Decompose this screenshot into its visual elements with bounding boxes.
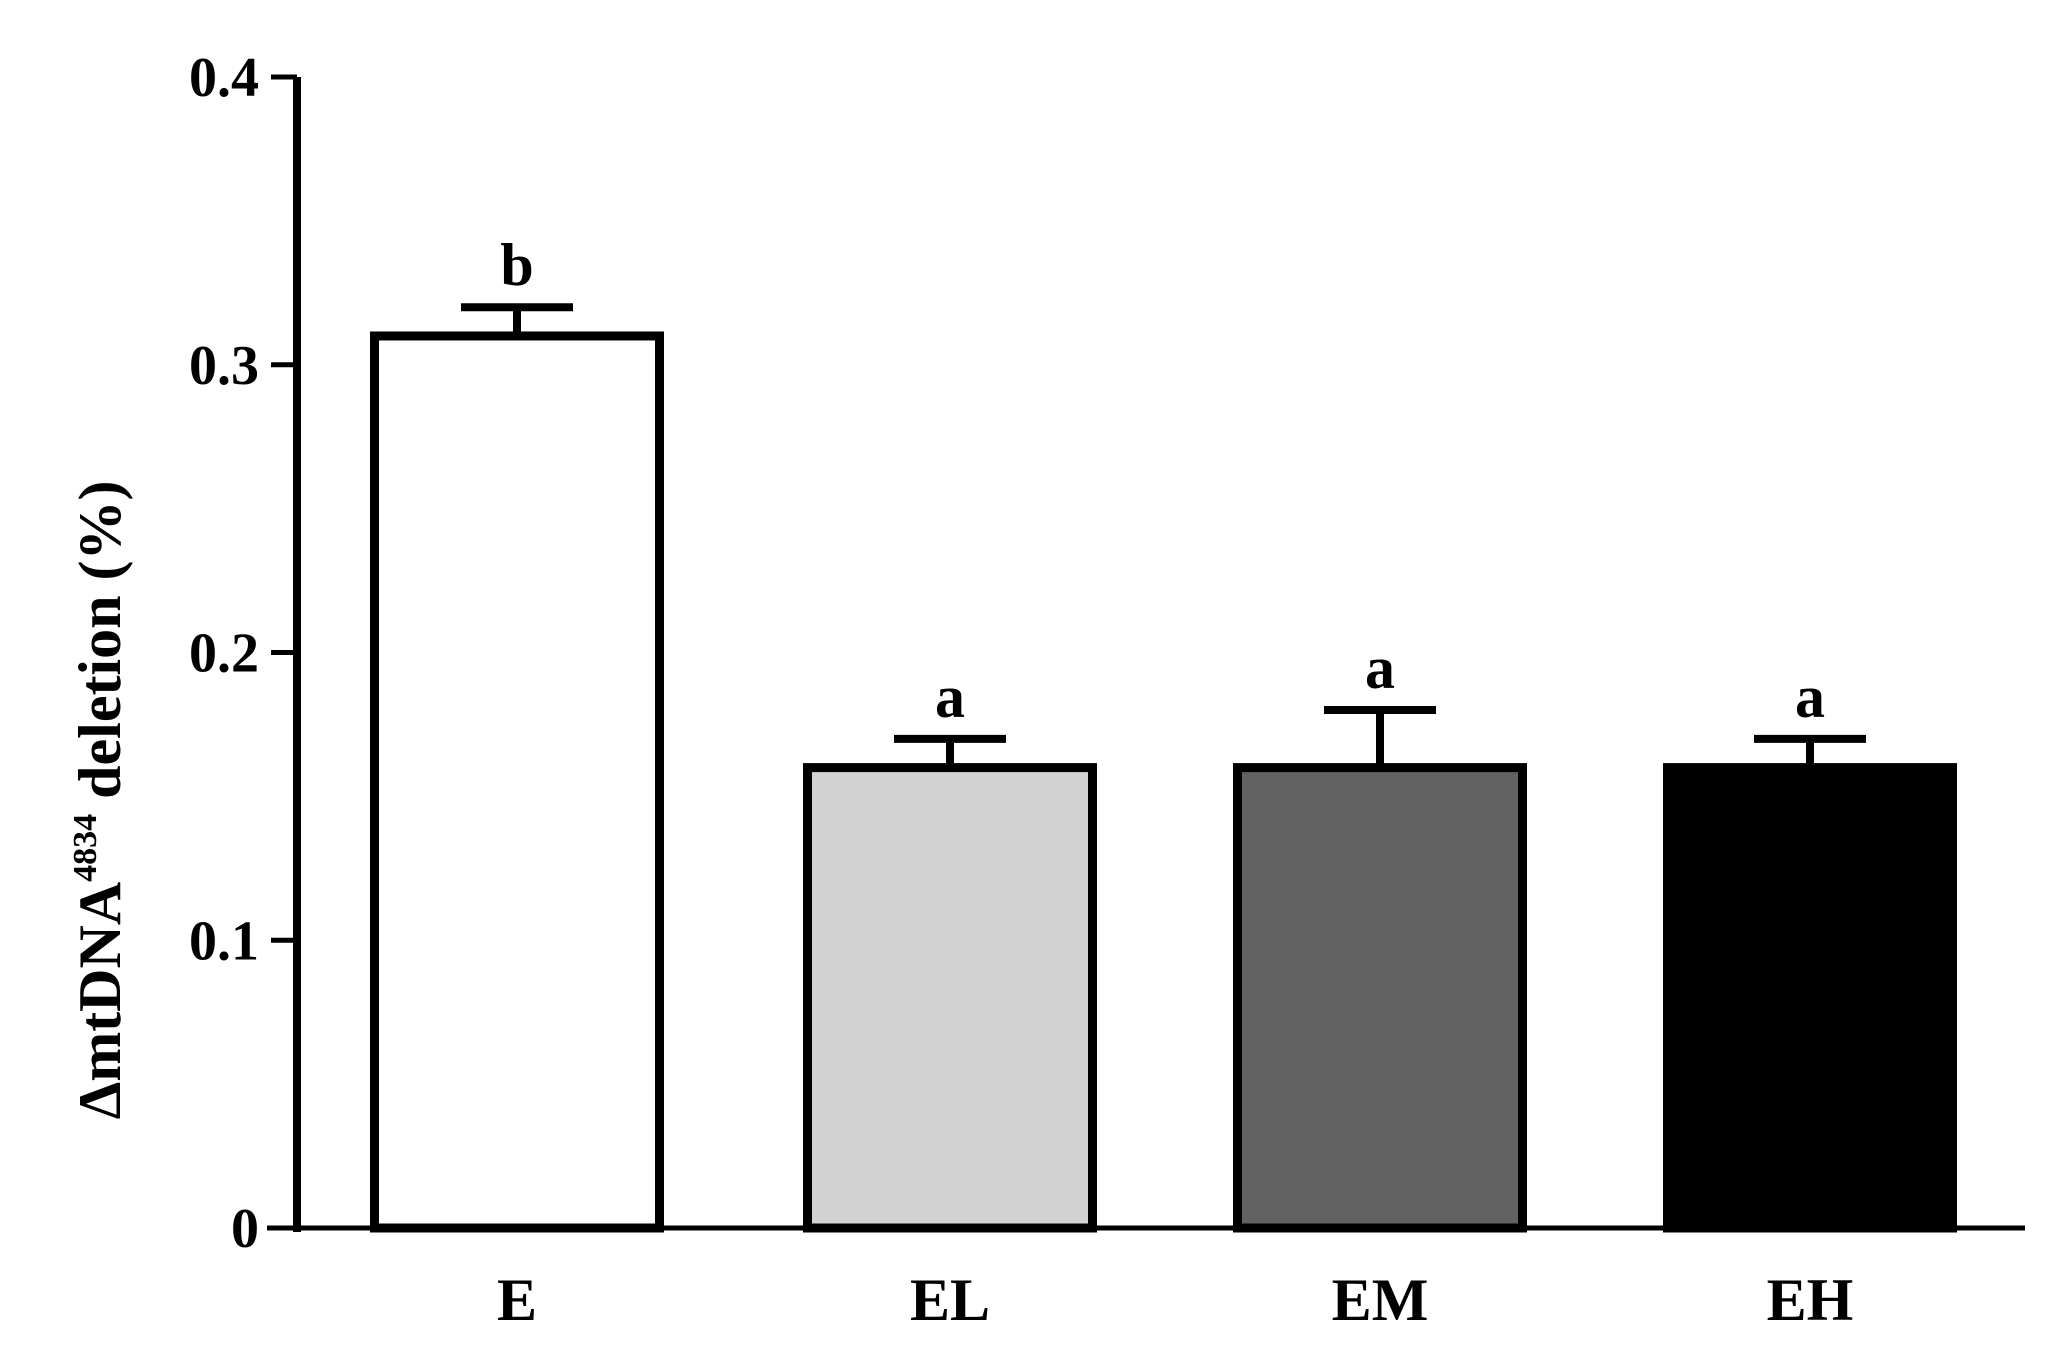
x-axis-category-labels: E EL EM EH [497, 1267, 1853, 1333]
x-category-label-e: E [497, 1267, 537, 1333]
y-axis-title-superscript: 4834 [67, 814, 104, 882]
y-tick-label: 0.4 [189, 47, 259, 109]
bar-el [803, 763, 1097, 1233]
x-category-label-eh: EH [1767, 1267, 1854, 1333]
significance-label-em: a [1365, 635, 1395, 701]
bar-eh [1663, 763, 1957, 1233]
significance-labels: b a a a [500, 232, 1825, 730]
significance-label-e: b [500, 232, 533, 298]
svg-text:ΔmtDNA4834 deletion (%): ΔmtDNA4834 deletion (%) [67, 481, 133, 1120]
error-bars [461, 303, 1866, 768]
x-category-label-em: EM [1332, 1267, 1429, 1333]
bar-em [1233, 763, 1527, 1233]
y-tick-label: 0.1 [189, 910, 259, 972]
y-axis-title-prefix: ΔmtDNA [67, 882, 133, 1120]
bar-e [370, 331, 664, 1233]
significance-label-el: a [935, 664, 965, 730]
significance-label-eh: a [1795, 664, 1825, 730]
bars [370, 331, 1957, 1233]
x-category-label-el: EL [910, 1267, 990, 1333]
y-tick-label: 0 [231, 1198, 259, 1260]
y-tick-label: 0.2 [189, 623, 259, 685]
y-axis-title: ΔmtDNA4834 deletion (%) [67, 481, 133, 1120]
y-tick-label: 0.3 [189, 335, 259, 397]
y-axis-title-suffix: deletion (%) [67, 481, 133, 814]
y-axis-ticks: 0 0.1 0.2 0.3 0.4 [189, 47, 297, 1260]
